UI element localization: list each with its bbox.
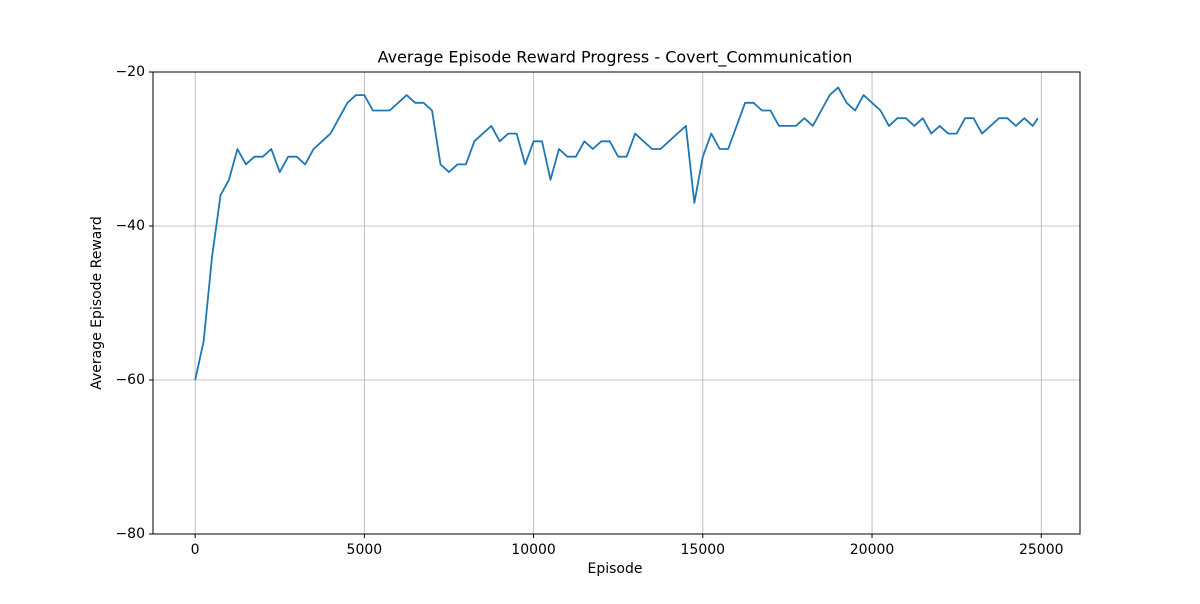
x-tick-label: 10000 (511, 542, 556, 558)
y-axis-label: Average Episode Reward (89, 216, 105, 390)
x-tick-label: 5000 (347, 542, 383, 558)
y-tick-label: −80 (115, 526, 145, 542)
data-line (194, 86, 1039, 381)
x-tick-label: 15000 (681, 542, 726, 558)
plot-frame (152, 71, 1081, 535)
y-tick-label: −20 (115, 64, 145, 80)
chart-title: Average Episode Reward Progress - Covert… (378, 48, 853, 68)
y-tick-label: −40 (115, 218, 145, 234)
y-tick-label: −60 (115, 372, 145, 388)
x-tick-label: 20000 (850, 542, 895, 558)
x-tick-label: 25000 (1019, 542, 1064, 558)
x-tick-label: 0 (191, 542, 200, 558)
x-axis-label: Episode (588, 561, 643, 577)
